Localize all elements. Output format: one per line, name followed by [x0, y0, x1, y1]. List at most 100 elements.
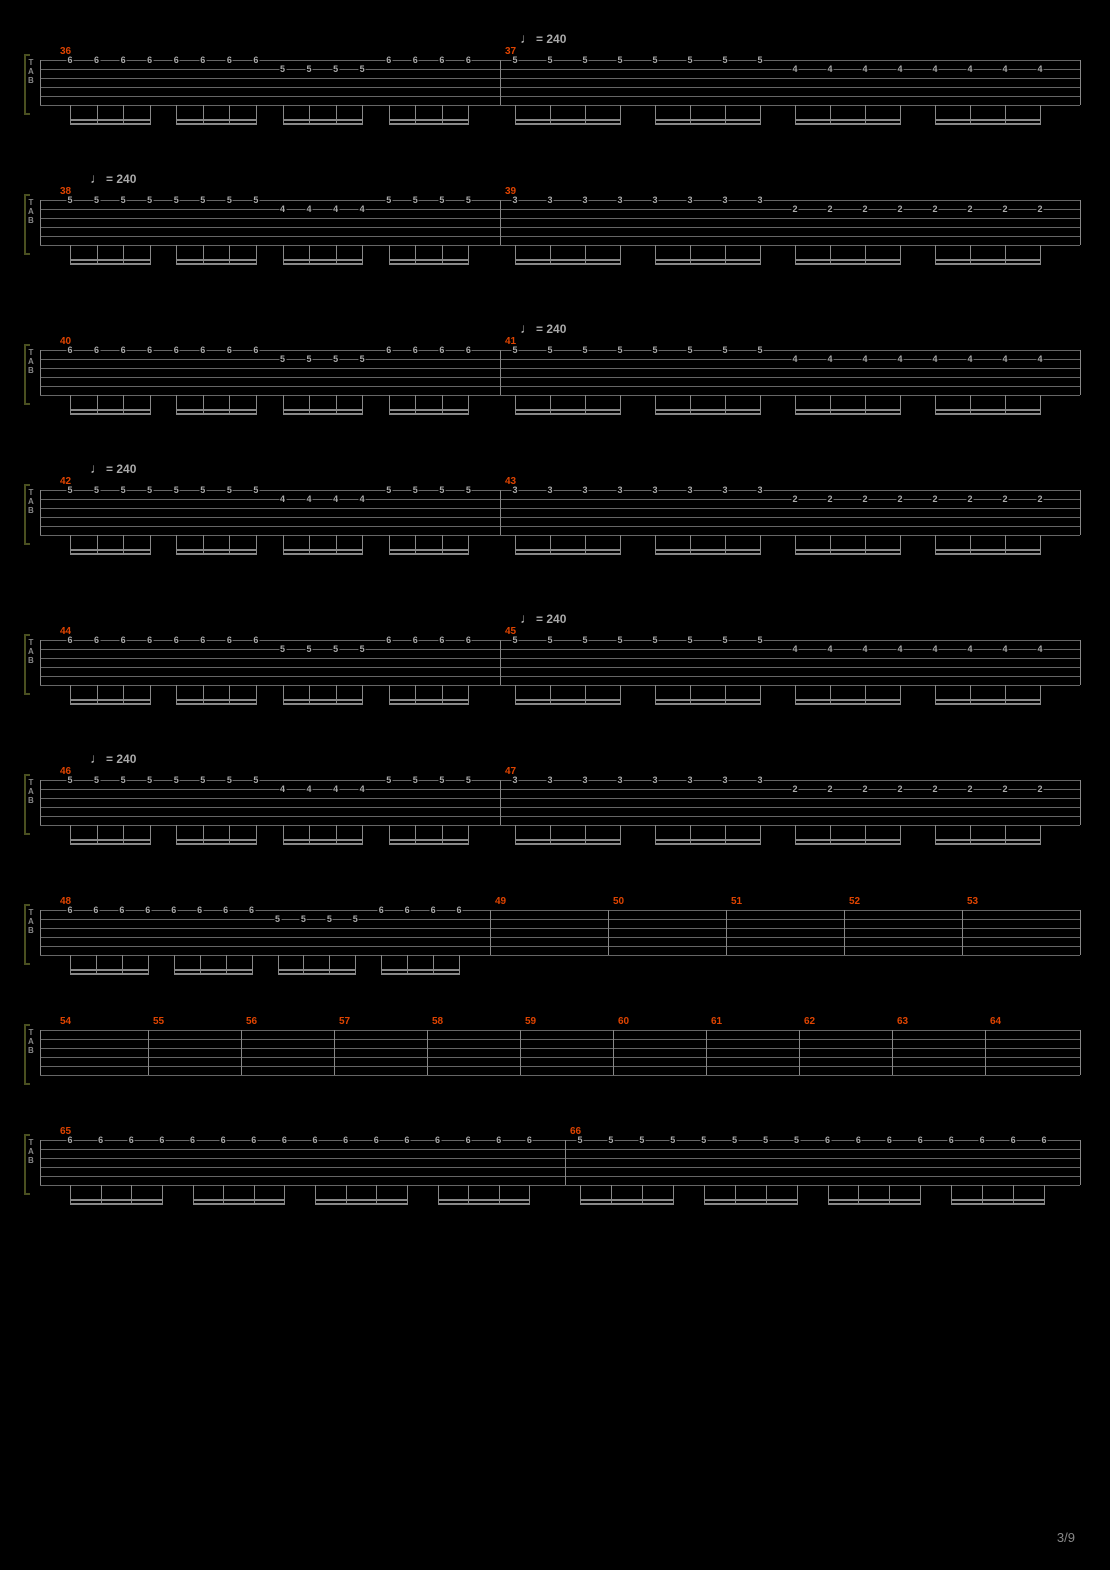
string-line: [40, 937, 1080, 938]
note-stem: [935, 685, 936, 705]
fret-number: 5: [638, 1135, 645, 1145]
note-stem: [96, 955, 97, 975]
note-stem: [123, 535, 124, 555]
note-stem: [620, 395, 621, 415]
fret-number: 2: [826, 494, 833, 504]
barline: [40, 200, 41, 245]
note-stem: [442, 105, 443, 125]
note-stem: [468, 245, 469, 265]
note-stem: [725, 395, 726, 415]
fret-number: 6: [948, 1135, 955, 1145]
note-stem: [865, 535, 866, 555]
note-stem: [97, 535, 98, 555]
fret-number: 5: [306, 354, 313, 364]
note-stem: [252, 955, 253, 975]
stem-region: [30, 535, 1080, 565]
fret-number: 5: [385, 775, 392, 785]
fret-number: 4: [332, 784, 339, 794]
barline: [1080, 60, 1081, 105]
note-stem: [407, 955, 408, 975]
fret-number: 3: [616, 775, 623, 785]
fret-number: 6: [438, 345, 445, 355]
note-stem: [389, 395, 390, 415]
fret-number: 6: [438, 635, 445, 645]
note-stem: [97, 825, 98, 845]
note-stem: [176, 395, 177, 415]
fret-number: 6: [128, 1135, 135, 1145]
fret-number: 5: [66, 195, 73, 205]
note-stem: [70, 825, 71, 845]
string-line: [40, 1176, 1080, 1177]
fret-number: 2: [966, 784, 973, 794]
note-stem: [468, 395, 469, 415]
note-stem: [176, 535, 177, 555]
beam: [515, 839, 621, 841]
tempo-marking: = 240: [90, 170, 136, 186]
fret-number: 5: [385, 485, 392, 495]
page-number: 3/9: [1057, 1530, 1075, 1545]
note-stem: [70, 245, 71, 265]
fret-number: 5: [252, 195, 259, 205]
beam: [935, 123, 1041, 125]
fret-number: 2: [1001, 204, 1008, 214]
string-line: [40, 789, 1080, 790]
fret-number: 4: [966, 354, 973, 364]
string-line: [40, 350, 1080, 351]
beam: [70, 1199, 163, 1201]
beam: [795, 699, 901, 701]
barline: [565, 1140, 566, 1185]
measure-number: 51: [731, 896, 742, 907]
note-stem: [176, 825, 177, 845]
barline: [148, 1030, 149, 1075]
tab-staff: TAB366666666655556666375555555544444444: [30, 60, 1080, 105]
stem-region: [30, 955, 1080, 985]
beam: [193, 1199, 286, 1201]
fret-number: 5: [756, 635, 763, 645]
fret-number: 6: [252, 635, 259, 645]
fret-number: 3: [686, 775, 693, 785]
fret-number: 4: [791, 354, 798, 364]
barline: [520, 1030, 521, 1075]
beam: [655, 119, 761, 121]
beam: [935, 703, 1041, 705]
string-line: [40, 807, 1080, 808]
beam: [704, 1203, 798, 1205]
fret-number: 3: [686, 195, 693, 205]
string-line: [40, 816, 1080, 817]
note-stem: [229, 395, 230, 415]
fret-number: 3: [721, 485, 728, 495]
note-stem: [935, 535, 936, 555]
note-stem: [655, 395, 656, 415]
fret-number: 6: [199, 345, 206, 355]
fret-number: 2: [931, 784, 938, 794]
note-stem: [389, 825, 390, 845]
fret-number: 5: [651, 345, 658, 355]
fret-number: 4: [896, 644, 903, 654]
note-stem: [283, 105, 284, 125]
fret-number: 5: [173, 775, 180, 785]
fret-number: 5: [511, 345, 518, 355]
fret-number: 4: [791, 644, 798, 654]
fret-number: 6: [250, 1135, 257, 1145]
fret-number: 3: [686, 485, 693, 495]
beam: [795, 703, 901, 705]
fret-number: 5: [332, 354, 339, 364]
note-stem: [442, 825, 443, 845]
barline: [40, 780, 41, 825]
fret-number: 4: [1036, 644, 1043, 654]
note-stem: [315, 1185, 316, 1205]
note-stem: [797, 1185, 798, 1205]
note-stem: [830, 395, 831, 415]
note-stem: [1005, 245, 1006, 265]
tab-staff: TAB425555555544445555433333333322222222: [30, 490, 1080, 535]
note-stem: [433, 955, 434, 975]
note-stem: [309, 245, 310, 265]
note-stem: [550, 825, 551, 845]
fret-number: 6: [93, 345, 100, 355]
note-stem: [283, 685, 284, 705]
beam: [389, 703, 470, 705]
note-stem: [550, 245, 551, 265]
note-stem: [655, 105, 656, 125]
beam: [655, 553, 761, 555]
string-line: [40, 508, 1080, 509]
